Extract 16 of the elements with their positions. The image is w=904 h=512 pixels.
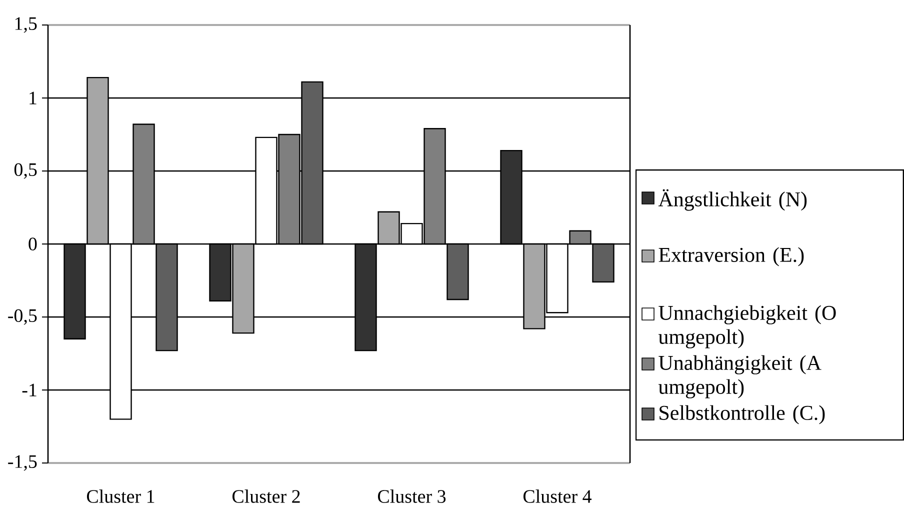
legend-label: Ängstlichkeit (N) [658, 189, 807, 211]
legend-label: Extraversion (E.) [658, 247, 804, 266]
legend-label: Selbstkontrolle (C.) [660, 405, 825, 424]
x-tick-label: Cluster 4 [523, 490, 592, 503]
y-tick-label: 0,5 [14, 163, 37, 179]
y-tick-label: -0,5 [8, 309, 37, 325]
y-tick-label: 1,5 [15, 17, 37, 33]
y-tick-label: -1,5 [8, 455, 37, 471]
x-tick-label: Cluster 2 [232, 490, 300, 503]
x-tick-label: Cluster 3 [378, 490, 446, 503]
y-tick-label: -1 [22, 384, 36, 396]
y-tick-label: 1 [30, 92, 36, 104]
legend-label: Unabhängigkeit (A umgepolt) [658, 355, 822, 398]
x-tick-label: Cluster 1 [86, 490, 154, 503]
legend-label: Unnachgiebigkeit (O umgepolt) [658, 305, 836, 348]
y-tick-label: 0 [28, 238, 37, 250]
